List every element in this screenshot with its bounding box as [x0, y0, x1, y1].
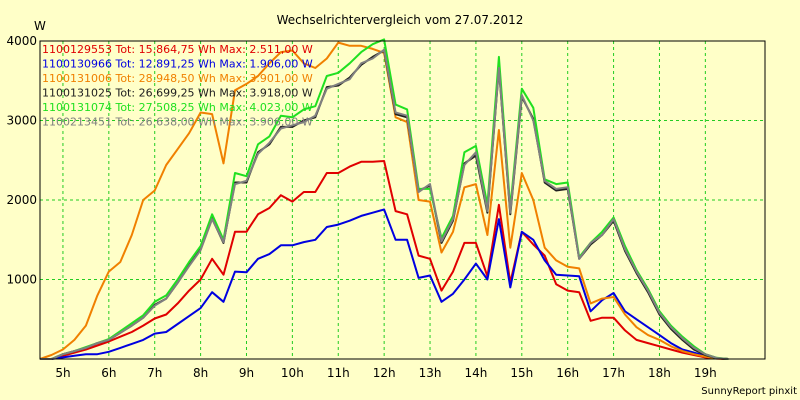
- x-tick-label: 17h: [602, 366, 625, 380]
- x-tick-label: 15h: [510, 366, 533, 380]
- legend-entry: 1100131006 Tot: 28.948,50 Wh Max: 3.901,…: [42, 72, 313, 85]
- series-line: [40, 160, 729, 360]
- x-tick-label: 8h: [193, 366, 208, 380]
- x-tick-label: 9h: [239, 366, 254, 380]
- legend-entry: 1100129553 Tot: 15.864,75 Wh Max: 2.511,…: [42, 43, 313, 56]
- series-line: [40, 48, 729, 360]
- series-lines: [39, 38, 729, 360]
- y-tick-label: 2000: [6, 193, 37, 207]
- y-tick-label: 3000: [6, 114, 37, 128]
- y-tick-label: 4000: [6, 34, 37, 48]
- legend-entry: 1100130966 Tot: 12.891,25 Wh Max: 1.906,…: [42, 58, 313, 71]
- footer-credit: SunnyReport pinxit: [701, 386, 797, 397]
- x-tick-label: 5h: [55, 366, 70, 380]
- x-tick-label: 19h: [694, 366, 717, 380]
- x-tick-label: 18h: [648, 366, 671, 380]
- legend-entry: 1100131025 Tot: 26.699,25 Wh Max: 3.918,…: [42, 87, 313, 100]
- series-line: [40, 208, 729, 360]
- x-tick-label: 13h: [419, 366, 442, 380]
- x-tick-labels: 5h 6h 7h 8h 9h 10h 11h 12h 13h 14h 15h 16h 17h 18h 19h: [55, 366, 716, 380]
- x-tick-label: 16h: [556, 366, 579, 380]
- x-tick-label: 6h: [101, 366, 116, 380]
- x-tick-label: 7h: [147, 366, 162, 380]
- y-tick-label: 1000: [6, 273, 37, 287]
- x-tick-label: 14h: [464, 366, 487, 380]
- legend-entry: 1100131074 Tot: 27.508,25 Wh Max: 4.023,…: [42, 101, 313, 114]
- y-tick-labels: 1000 2000 3000 4000: [6, 34, 37, 287]
- series-line: [40, 38, 729, 360]
- x-tick-label: 10h: [281, 366, 304, 380]
- legend-entry: 1100213451 Tot: 26.638,00 Wh Max: 3.906,…: [42, 116, 313, 129]
- legend: 1100129553 Tot: 15.864,75 Wh Max: 2.511,…: [42, 43, 313, 129]
- plot-frame: [39, 40, 766, 360]
- y-axis-label: W: [34, 19, 46, 33]
- x-tick-label: 11h: [327, 366, 350, 380]
- chart-title: Wechselrichtervergleich vom 27.07.2012: [277, 13, 524, 27]
- x-tick-label: 12h: [373, 366, 396, 380]
